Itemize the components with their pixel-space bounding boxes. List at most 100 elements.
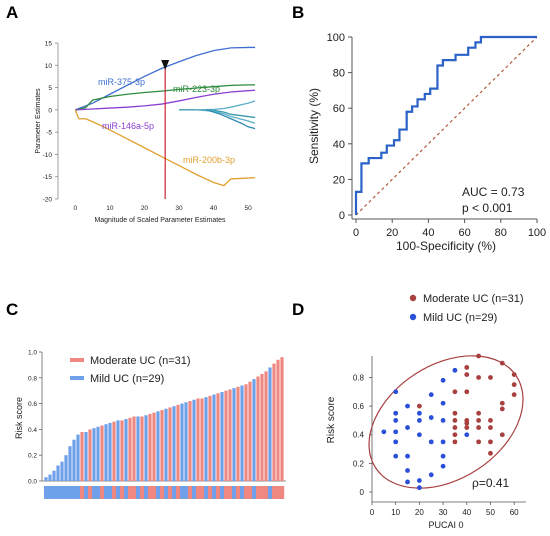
b-roc-curve: [354, 35, 537, 215]
d-moderate-point: [488, 418, 493, 423]
c-group-strip-cell: [156, 486, 161, 499]
c-legend-swatch-mild: [70, 376, 84, 380]
d-mild-point: [440, 439, 446, 445]
c-risk-bar: [144, 415, 148, 481]
c-group-strip-cell: [236, 486, 241, 499]
d-y-axis-label: Risk score: [326, 396, 337, 443]
d-mild-point: [405, 403, 410, 409]
c-group-strip-cell: [272, 486, 277, 499]
d-mild-point: [440, 377, 446, 383]
d-mild-point: [440, 418, 446, 423]
panel-letter-b: B: [292, 3, 304, 22]
c-group-strip-cell: [204, 486, 209, 499]
c-risk-bar: [124, 419, 128, 481]
d-mild-point: [416, 410, 422, 416]
c-risk-bar: [52, 470, 56, 481]
b-x-tick-label: 20: [386, 227, 398, 239]
c-group-strip-cell: [176, 486, 181, 499]
b-x-tick-label: 60: [458, 227, 470, 239]
c-risk-bar: [120, 420, 124, 481]
d-moderate-point: [499, 406, 505, 412]
c-group-strip-cell: [244, 486, 249, 499]
d-mild-point: [393, 429, 399, 435]
d-x-tick-label: 20: [415, 508, 424, 517]
d-moderate-point: [452, 432, 458, 438]
c-group-strip-cell: [252, 486, 257, 499]
c-group-strip-cell: [160, 486, 165, 499]
d-legend-marker-moderate: [409, 294, 417, 302]
d-moderate-point: [476, 439, 482, 445]
d-mild-point: [393, 418, 399, 423]
d-moderate-point: [511, 392, 517, 398]
c-risk-bar: [208, 395, 212, 481]
c-risk-bar: [116, 420, 120, 481]
c-group-strip-cell: [256, 486, 261, 499]
d-mild-point: [464, 432, 470, 438]
c-risk-bar: [92, 428, 96, 481]
c-risk-bar: [88, 429, 92, 481]
d-moderate-point: [476, 425, 482, 430]
c-group-strip-cell: [240, 486, 245, 499]
b-y-tick-label: 20: [333, 174, 345, 186]
d-moderate-point: [488, 375, 493, 380]
c-y-axis-label: Risk score: [14, 397, 24, 439]
d-mild-point: [440, 400, 446, 406]
c-risk-bar: [160, 410, 164, 481]
a-series-line: [75, 46, 256, 111]
c-group-strip-cell: [120, 486, 125, 499]
d-moderate-point: [464, 389, 470, 395]
d-x-tick-label: 60: [510, 508, 519, 517]
panel-c-risk-bar-plot: 0.0 0.2 0.4 0.6 0.8 1.0 Risk score Moderate UC …: [14, 350, 286, 499]
c-y-tick-label: 0.6: [28, 401, 37, 408]
d-moderate-point: [499, 432, 505, 438]
b-x-tick-label: 40: [422, 227, 434, 239]
c-group-strip-cell: [80, 486, 85, 499]
a-series-line: [206, 109, 256, 130]
a-x-tick-label: 50: [245, 205, 253, 212]
c-group-strip-cell: [188, 486, 193, 499]
c-risk-bar: [48, 474, 52, 481]
c-risk-bar: [164, 408, 168, 481]
c-risk-bar: [84, 431, 88, 481]
d-moderate-point: [476, 418, 482, 423]
c-group-strip-cell: [184, 486, 189, 499]
c-risk-bar: [168, 407, 172, 481]
b-x-tick-label: 80: [495, 227, 507, 239]
c-group-strip-cell: [148, 486, 153, 499]
c-y-tick-label: 1.0: [28, 350, 37, 357]
panel-b-roc-plot: 0 20 40 60 80 100 0 20 40 60 80 100 100-Specificity …: [307, 32, 546, 253]
c-risk-bar: [232, 388, 236, 481]
d-mild-point: [416, 418, 422, 423]
d-moderate-point: [511, 382, 517, 388]
a-x-tick-label: 0: [73, 205, 77, 212]
c-risk-bar: [276, 359, 280, 481]
c-y-tick-label: 0.2: [28, 453, 37, 460]
a-series-line: [179, 100, 256, 111]
d-mild-point: [381, 429, 387, 435]
c-risk-bar: [228, 389, 232, 481]
c-group-strip-cell: [112, 486, 117, 499]
a-y-tick-label: 5: [48, 85, 52, 92]
d-moderate-point: [452, 425, 458, 430]
a-y-tick-label: 0: [48, 107, 52, 114]
b-x-axis-label: 100-Specificity (%): [396, 239, 496, 253]
c-group-strip-cell: [136, 486, 141, 499]
c-risk-bar: [192, 399, 196, 481]
c-group-strip-cell: [264, 486, 269, 499]
d-mild-point: [428, 439, 434, 445]
a-y-tick-label: 15: [45, 41, 53, 48]
d-x-tick-label: 0: [370, 508, 375, 517]
c-group-strip-cell: [192, 486, 197, 499]
b-auc-text: AUC = 0.73: [462, 185, 525, 199]
d-moderate-point: [464, 372, 470, 378]
c-risk-bar: [188, 401, 192, 481]
d-rho-text: ρ=0.41: [472, 476, 510, 490]
d-mild-point: [393, 453, 399, 459]
d-legend-label-moderate: Moderate UC (n=31): [423, 293, 524, 305]
d-mild-point: [405, 468, 410, 473]
c-group-strip-cell: [52, 486, 57, 499]
c-group-strip-cell: [48, 486, 53, 499]
c-risk-bar: [224, 390, 228, 481]
c-risk-bar: [132, 416, 136, 481]
